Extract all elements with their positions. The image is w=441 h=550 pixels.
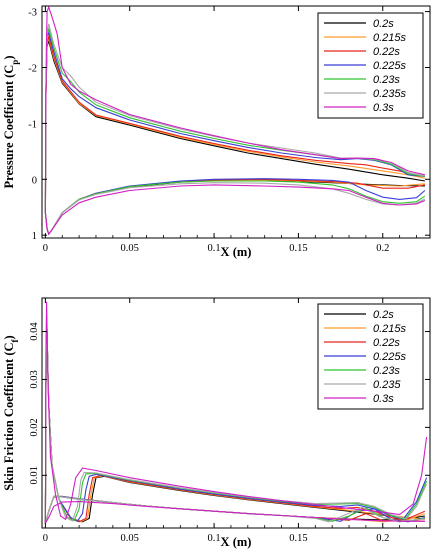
y-tick-label: 0.02 bbox=[29, 418, 40, 436]
x-tick-label: 0.2 bbox=[376, 243, 389, 254]
x-axis-title: X (m) bbox=[221, 245, 252, 259]
series-line-0.3s-upper bbox=[44, 5, 426, 213]
series-line-0.22s-lower bbox=[44, 178, 426, 236]
series-line-0.215s-lower bbox=[44, 179, 425, 236]
legend-label: 0.23s bbox=[373, 74, 400, 86]
x-tick-label: 0.05 bbox=[121, 243, 139, 254]
legend-label: 0.215s bbox=[373, 323, 407, 335]
chart-2: 0 0.05 0.1 0.15 0.2 0.01 0.02 0.03 0.04 X (m) Skin… bbox=[2, 297, 431, 549]
legend-label: 0.225s bbox=[373, 351, 407, 363]
legend-label: 0.3s bbox=[373, 393, 394, 405]
legend-label: 0.235s bbox=[373, 88, 407, 100]
y-tick-label: -3 bbox=[28, 8, 37, 19]
y-tick-label: -2 bbox=[28, 63, 37, 74]
legend-label: 0.23s bbox=[373, 365, 400, 377]
series-line-0.3s-lower bbox=[44, 501, 425, 524]
y-tick-label: 0.04 bbox=[29, 322, 40, 341]
x-tick-label: 0 bbox=[43, 243, 48, 254]
series-line-0.235s-lower bbox=[44, 182, 426, 236]
legend: 0.2s 0.215s 0.22s 0.225s 0.23s 0.235s 0.3s bbox=[317, 12, 424, 119]
series-line-0.3s-upper bbox=[44, 301, 428, 524]
series-line-0.225s-upper bbox=[44, 31, 425, 213]
series-line-0.225s-lower bbox=[44, 178, 426, 236]
x-tick-label: 0.1 bbox=[208, 533, 221, 544]
y-tick-label: -1 bbox=[28, 119, 37, 130]
x-axis-title: X (m) bbox=[221, 535, 252, 549]
y-tick-label: 0.01 bbox=[29, 466, 40, 484]
x-tick-label: 0.1 bbox=[208, 243, 221, 254]
legend-label: 0.2s bbox=[373, 18, 394, 30]
legend-label: 0.2s bbox=[373, 309, 394, 321]
legend-label: 0.22s bbox=[373, 46, 400, 58]
x-tick-label: 0.2 bbox=[376, 533, 389, 544]
series-line-0.2s-upper bbox=[44, 38, 425, 213]
y-tick-label: 0.03 bbox=[29, 370, 40, 388]
x-tick-label: 0.15 bbox=[289, 533, 307, 544]
y-tick-label: 1 bbox=[32, 231, 37, 242]
legend-label: 0.225s bbox=[373, 60, 407, 72]
y-tick-label: 0 bbox=[32, 175, 37, 186]
series-line-0.3s-lower bbox=[44, 184, 426, 236]
legend: 0.2s 0.215s 0.22s 0.225s 0.23s 0.235 0.3s bbox=[317, 303, 424, 410]
series-line-0.22s-upper bbox=[44, 34, 426, 213]
x-tick-label: 0.05 bbox=[121, 533, 139, 544]
legend-label: 0.215s bbox=[373, 32, 407, 44]
y-axis-title: Skin Friction Coefficient (Cf) bbox=[2, 335, 20, 490]
series-line-0.2s-lower bbox=[44, 179, 425, 236]
legend-label: 0.235 bbox=[373, 379, 401, 391]
x-tick-label: 0.15 bbox=[289, 243, 307, 254]
legend-label: 0.22s bbox=[373, 337, 400, 349]
legend-label: 0.3s bbox=[373, 102, 394, 114]
plot-frame bbox=[41, 5, 431, 239]
x-tick-label: 0 bbox=[43, 533, 48, 544]
series-line-0.23s-lower bbox=[44, 180, 426, 236]
y-axis-title: Pressure Coefficient (Cp) bbox=[2, 56, 20, 189]
plot-frame bbox=[41, 297, 431, 529]
